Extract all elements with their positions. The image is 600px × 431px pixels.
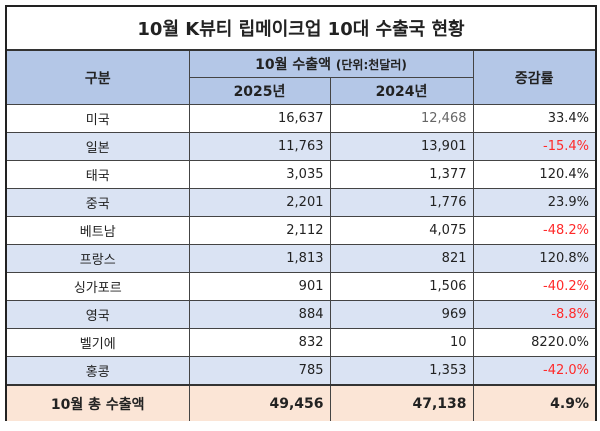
value-2025-cell: 832: [188, 328, 331, 357]
country-cell: 홍콩: [7, 356, 190, 386]
table-row: 일본 11,763 13,901 -15.4%: [7, 132, 595, 161]
value-2025-cell: 2,112: [188, 216, 331, 245]
total-change: 4.9%: [472, 384, 595, 421]
country-cell: 태국: [7, 160, 190, 189]
country-cell: 미국: [7, 104, 190, 133]
export-table: 10월 K뷰티 립메이크업 10대 수출국 현황 구분 10월 수출액 (단위:…: [7, 7, 595, 421]
header-row-1: 구분 10월 수출액 (단위:천달러) 증감률: [7, 49, 595, 105]
value-2024-cell: 1,776: [329, 188, 474, 217]
value-2025-cell: 2,201: [188, 188, 331, 217]
title-row: 10월 K뷰티 립메이크업 10대 수출국 현황: [7, 7, 595, 51]
value-2025-cell: 901: [188, 272, 331, 301]
country-cell: 영국: [7, 300, 190, 329]
value-2025-cell: 1,813: [188, 244, 331, 273]
total-2024: 47,138: [329, 384, 474, 421]
change-cell: -40.2%: [472, 272, 595, 301]
header-category: 구분: [7, 49, 190, 105]
table-row: 영국 884 969 -8.8%: [7, 300, 595, 329]
country-cell: 중국: [7, 188, 190, 217]
value-2025-cell: 785: [188, 356, 331, 386]
table-row: 중국 2,201 1,776 23.9%: [7, 188, 595, 217]
header-export-group: 10월 수출액 (단위:천달러): [188, 49, 474, 78]
country-cell: 일본: [7, 132, 190, 161]
value-2024-cell: 1,353: [329, 356, 474, 386]
table-row: 태국 3,035 1,377 120.4%: [7, 160, 595, 189]
value-2024-cell: 1,377: [329, 160, 474, 189]
header-unit: (단위:천달러): [335, 58, 407, 72]
country-cell: 싱가포르: [7, 272, 190, 301]
table-row: 벨기에 832 10 8220.0%: [7, 328, 595, 357]
header-export-label: 10월 수출액: [255, 57, 332, 73]
table-row: 베트남 2,112 4,075 -48.2%: [7, 216, 595, 245]
header-2024: 2024년: [329, 77, 473, 105]
country-cell: 프랑스: [7, 244, 190, 273]
value-2025-cell: 884: [188, 300, 331, 329]
header-row-2: 2025년 2024년: [7, 77, 595, 105]
value-2024-cell: 821: [329, 244, 474, 273]
header-2025: 2025년: [189, 77, 331, 105]
value-2024-cell: 969: [329, 300, 474, 329]
total-row: 10월 총 수출액 49,456 47,138 4.9%: [7, 384, 595, 421]
export-table-card: 10월 K뷰티 립메이크업 10대 수출국 현황 구분 10월 수출액 (단위:…: [5, 5, 597, 421]
table-row: 프랑스 1,813 821 120.8%: [7, 244, 595, 273]
change-cell: -15.4%: [472, 132, 595, 161]
change-cell: -42.0%: [472, 356, 595, 386]
value-2024-cell: 10: [329, 328, 474, 357]
total-label: 10월 총 수출액: [7, 384, 190, 421]
header-change: 증감률: [472, 49, 595, 105]
change-cell: -48.2%: [472, 216, 595, 245]
change-cell: 120.8%: [472, 244, 595, 273]
change-cell: -8.8%: [472, 300, 595, 329]
table-row: 미국 16,637 12,468 33.4%: [7, 104, 595, 133]
change-cell: 23.9%: [472, 188, 595, 217]
value-2024-cell: 4,075: [329, 216, 474, 245]
table-row: 싱가포르 901 1,506 -40.2%: [7, 272, 595, 301]
value-2024-cell: 13,901: [329, 132, 474, 161]
country-cell: 벨기에: [7, 328, 190, 357]
value-2025-cell: 16,637: [188, 104, 331, 133]
change-cell: 8220.0%: [472, 328, 595, 357]
value-2024-cell: 1,506: [329, 272, 474, 301]
value-2025-cell: 3,035: [188, 160, 331, 189]
table-title: 10월 K뷰티 립메이크업 10대 수출국 현황: [7, 7, 595, 51]
value-2024-cell: 12,468: [329, 104, 474, 133]
change-cell: 33.4%: [472, 104, 595, 133]
value-2025-cell: 11,763: [188, 132, 331, 161]
total-2025: 49,456: [188, 384, 331, 421]
change-cell: 120.4%: [472, 160, 595, 189]
table-row: 홍콩 785 1,353 -42.0%: [7, 356, 595, 386]
country-cell: 베트남: [7, 216, 190, 245]
